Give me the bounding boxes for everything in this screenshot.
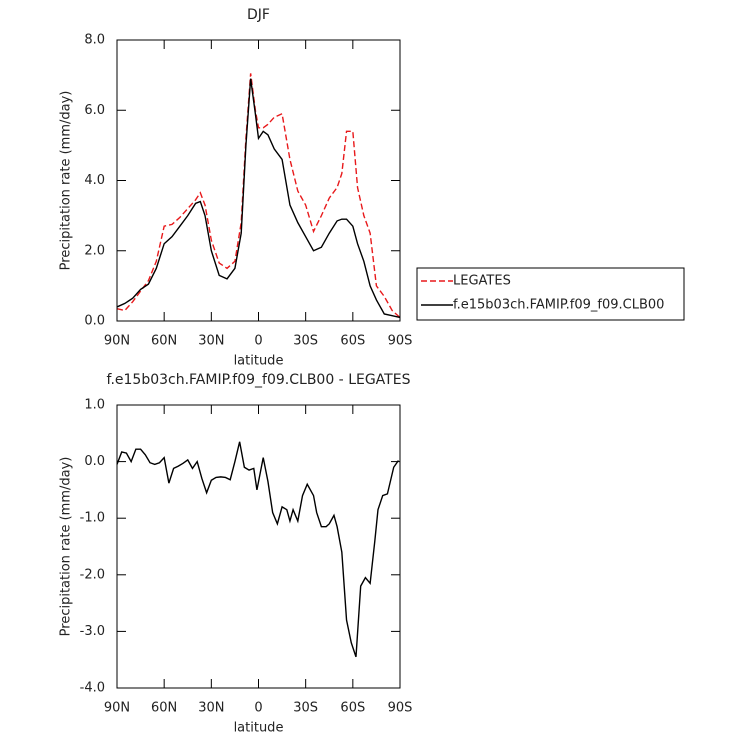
x-tick-label: 90S — [388, 334, 413, 349]
y-axis-label: Precipitation rate (mm/day) — [59, 91, 74, 271]
y-tick-label: 1.0 — [84, 398, 105, 413]
plot-frame — [116, 404, 401, 689]
x-tick-label: 30N — [198, 701, 224, 716]
y-axis-label: Precipitation rate (mm/day) — [59, 457, 74, 637]
y-tick-label: 8.0 — [84, 33, 105, 48]
x-tick-label: 60N — [151, 334, 177, 349]
data-line — [116, 73, 401, 319]
y-tick-label: -1.0 — [80, 511, 105, 526]
data-line — [116, 78, 401, 319]
y-tick-label: 0.0 — [84, 454, 105, 469]
y-tick-label: -3.0 — [80, 624, 105, 639]
y-tick-label: 6.0 — [84, 103, 105, 118]
x-tick-label: 60N — [151, 701, 177, 716]
x-tick-label: 0 — [254, 701, 262, 716]
x-axis-label: latitude — [234, 354, 284, 369]
y-tick-label: 4.0 — [84, 173, 105, 188]
y-tick-label: 0.0 — [84, 314, 105, 329]
chart-title: DJF — [247, 7, 270, 23]
legend-label: LEGATES — [453, 274, 511, 289]
x-tick-label: 90S — [388, 701, 413, 716]
y-tick-label: -4.0 — [80, 681, 105, 696]
x-tick-label: 90N — [104, 334, 130, 349]
x-tick-label: 30S — [293, 701, 318, 716]
x-tick-label: 30N — [198, 334, 224, 349]
y-tick-label: 2.0 — [84, 243, 105, 258]
chart-title: f.e15b03ch.FAMIP.f09_f09.CLB00 - LEGATES — [107, 372, 411, 388]
plot-frame — [116, 39, 401, 322]
x-tick-label: 0 — [254, 334, 262, 349]
data-line — [116, 441, 400, 658]
x-axis-label: latitude — [234, 721, 284, 736]
legend-box — [416, 267, 685, 321]
x-tick-label: 60S — [340, 701, 365, 716]
y-tick-label: -2.0 — [80, 567, 105, 582]
x-tick-label: 90N — [104, 701, 130, 716]
x-tick-label: 60S — [340, 334, 365, 349]
legend-label: f.e15b03ch.FAMIP.f09_f09.CLB00 — [453, 298, 664, 313]
x-tick-label: 30S — [293, 334, 318, 349]
